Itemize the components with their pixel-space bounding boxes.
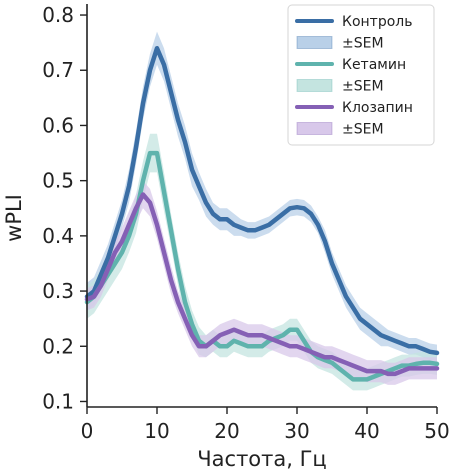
legend-sem-label-2: ±SEM	[342, 122, 384, 138]
x-tick-label: 40	[354, 419, 379, 443]
y-tick-label: 0.5	[42, 169, 74, 193]
x-tick-label: 0	[81, 419, 94, 443]
legend-label-2: Клозапин	[342, 100, 413, 116]
x-tick-label: 10	[144, 419, 169, 443]
series-1-line	[84, 150, 440, 382]
legend-sem-label-0: ±SEM	[342, 36, 384, 52]
y-tick-label: 0.3	[42, 279, 74, 303]
x-tick-label: 30	[284, 419, 309, 443]
legend-band-swatch-2	[296, 122, 333, 135]
x-tick-label: 20	[214, 419, 239, 443]
y-axis-title: wPLI	[2, 194, 26, 242]
y-tick-label: 0.6	[42, 113, 74, 137]
legend-label-1: Кетамин	[342, 57, 406, 73]
series-0-line	[84, 45, 440, 356]
series-2-line	[84, 192, 440, 377]
legend-band-swatch-0	[296, 36, 333, 49]
axes: 0 10 20 30 40 50 0.1 0.2 0.3 0.4 0.5 0.6 0.7 0.8	[42, 3, 450, 443]
series-1-sem-band	[87, 133, 437, 391]
legend-label-0: Контроль	[342, 14, 412, 30]
y-tick-label: 0.7	[42, 58, 74, 82]
plot-area	[84, 31, 440, 391]
y-tick-label: 0.4	[42, 224, 74, 248]
legend: Контроль ±SEM Кетамин ±SEM Клозапин ±SEM	[287, 4, 435, 146]
x-tick-label: 50	[424, 419, 449, 443]
legend-sem-label-1: ±SEM	[342, 79, 384, 95]
y-tick-label: 0.1	[42, 389, 74, 413]
y-tick-label: 0.8	[42, 3, 74, 27]
legend-band-swatch-1	[296, 79, 333, 92]
x-axis-title: Частота, Гц	[197, 447, 326, 471]
y-tick-label: 0.2	[42, 334, 74, 358]
